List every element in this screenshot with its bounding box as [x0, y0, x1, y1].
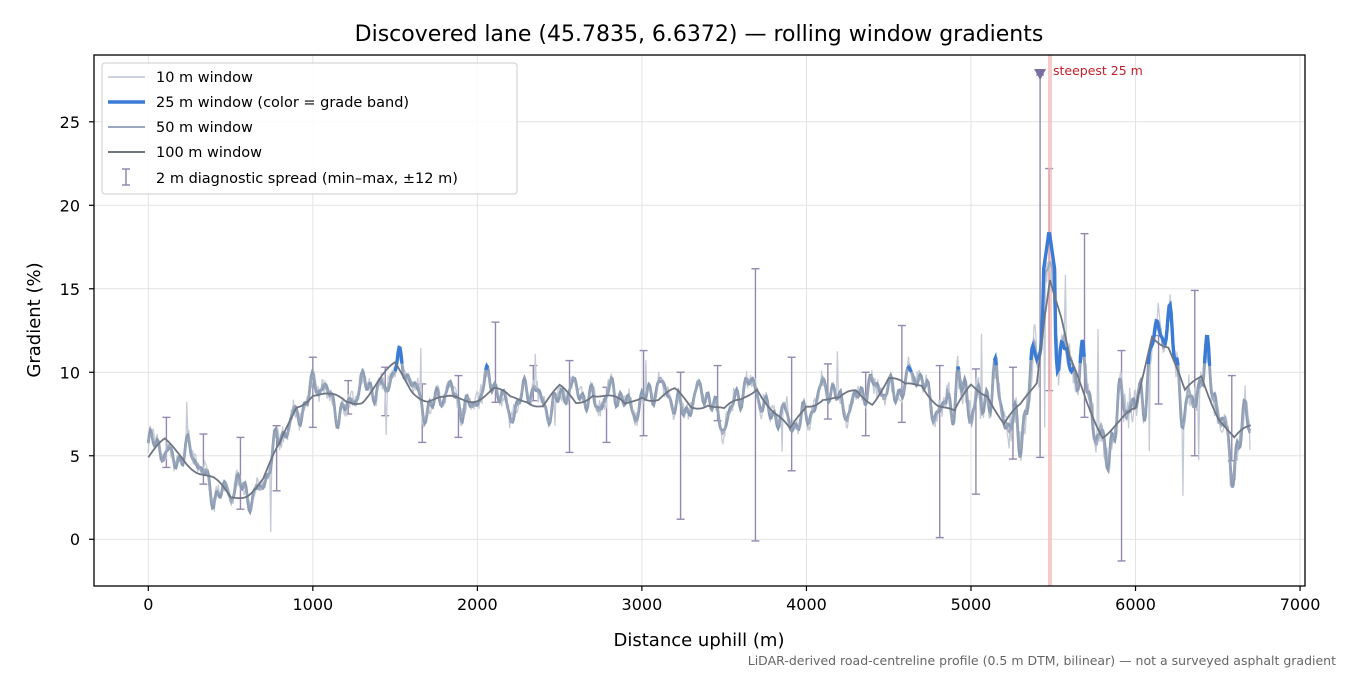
- series-line-w100: [147, 279, 1251, 500]
- y-tick-label: 15: [60, 280, 80, 299]
- steepest-band-layer: [1034, 55, 1052, 586]
- series-line-w25-band: [1029, 232, 1076, 378]
- diag-spread-bar: [823, 363, 832, 420]
- legend-label-w100: 100 m window: [156, 145, 262, 161]
- legend-box: [101, 62, 518, 195]
- series-line-w25-band: [1078, 339, 1086, 364]
- y-tick-label: 20: [60, 196, 80, 215]
- x-tick-label: 5000: [951, 595, 992, 614]
- steepest-marker: [1034, 69, 1047, 81]
- series-lines-layer: [146, 232, 1252, 532]
- steepest-annotation: steepest 25 m: [1053, 63, 1143, 78]
- series-line-w25-band: [956, 366, 961, 371]
- y-tick-label: 25: [60, 113, 80, 132]
- series-line-w25-band: [484, 362, 490, 371]
- x-tick-label: 1000: [292, 595, 333, 614]
- y-tick-label: 0: [70, 530, 80, 549]
- x-tick-label: 7000: [1280, 595, 1321, 614]
- diag-spread-bar: [308, 356, 317, 429]
- diag-spread-bar: [935, 364, 944, 539]
- diag-spread-bar: [897, 324, 906, 424]
- x-tick-label: 3000: [622, 595, 663, 614]
- y-tick-label: 10: [60, 363, 80, 382]
- plot-frame: [93, 54, 1306, 587]
- chart-title: Discovered lane (45.7835, 6.6372) — roll…: [355, 22, 1044, 47]
- footnote: LiDAR-derived road-centreline profile (0…: [748, 653, 1336, 668]
- legend-label-w25: 25 m window (color = grade band): [156, 95, 409, 111]
- series-line-w25-band: [393, 345, 404, 372]
- tick-layer: 0 1000 2000 3000 4000 5000 6000 7000 0 5 10 15 20 25: [60, 113, 1321, 614]
- series-line-w25-band: [1202, 334, 1212, 366]
- steepest-band: [1047, 55, 1052, 586]
- x-tick-label: 2000: [457, 595, 498, 614]
- x-tick-label: 4000: [786, 595, 827, 614]
- diag-spread-bar: [751, 268, 760, 542]
- diag-spread-bar: [565, 359, 574, 454]
- diag-spread-bar: [1190, 289, 1199, 457]
- diag-spread-bar: [236, 436, 245, 510]
- series-line-w25-band: [906, 365, 913, 373]
- legend-label-w50: 50 m window: [156, 120, 253, 136]
- legend: 10 m window 25 m window (color = grade b…: [101, 62, 518, 195]
- y-tick-label: 5: [70, 447, 80, 466]
- x-axis-label: Distance uphill (m): [614, 630, 785, 651]
- x-tick-label: 6000: [1115, 595, 1156, 614]
- series-line-w25-band: [1146, 300, 1180, 366]
- diag-spread-bar: [787, 356, 796, 472]
- x-tick-label: 0: [143, 595, 153, 614]
- legend-swatch-diag: [122, 168, 130, 186]
- legend-label-diag: 2 m diagnostic spread (min–max, ±12 m): [156, 171, 458, 187]
- y-axis-label: Gradient (%): [24, 262, 45, 377]
- diag-spread-bar: [1080, 232, 1089, 419]
- series-line-w25-band: [992, 351, 998, 366]
- legend-label-w10: 10 m window: [156, 70, 253, 86]
- diag-spread-bar: [199, 433, 208, 485]
